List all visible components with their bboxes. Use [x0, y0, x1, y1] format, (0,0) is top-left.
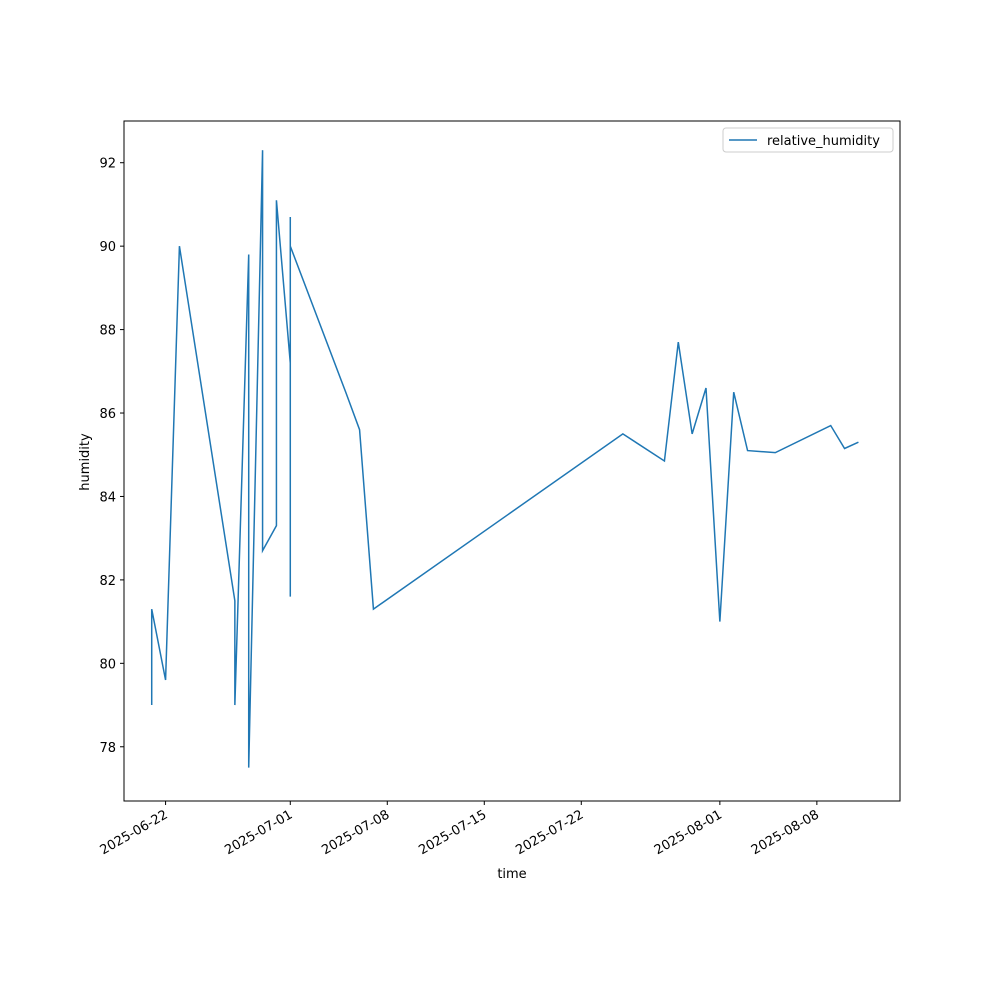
line — [150, 150, 859, 768]
plot-frame — [123, 120, 901, 802]
y-axis-label: humidity — [78, 433, 93, 491]
y-tick-label: 78 — [99, 741, 116, 756]
y-tick-label: 80 — [99, 657, 116, 672]
y-tick-label: 82 — [99, 574, 116, 589]
legend-box — [722, 127, 894, 153]
y-tick-label: 86 — [99, 407, 116, 422]
y-tick-label: 90 — [99, 240, 116, 255]
y-tick-label: 92 — [99, 157, 116, 172]
y-tick-label: 88 — [99, 324, 116, 339]
legend-label: relative_humidity — [767, 134, 880, 149]
x-axis-label: time — [497, 867, 526, 882]
y-tick-label: 84 — [99, 490, 116, 505]
